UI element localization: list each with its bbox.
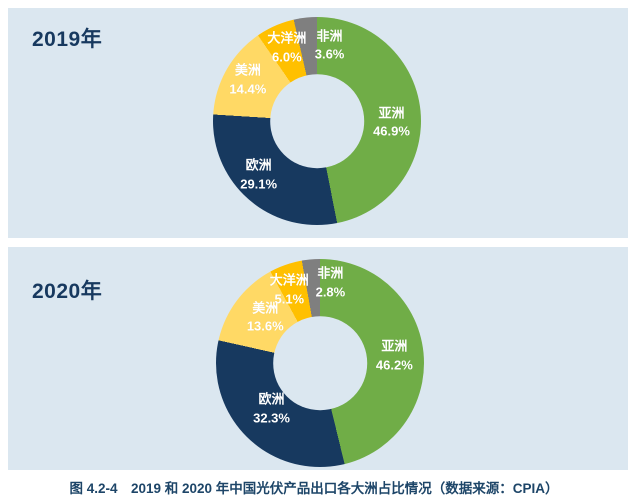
chart-title-2019: 2019年 bbox=[32, 28, 103, 51]
donut-hole-2019 bbox=[270, 74, 364, 168]
donut-hole-2020 bbox=[273, 316, 367, 410]
slice-label: 非洲 2.8% bbox=[316, 265, 346, 302]
slice-name: 欧洲 bbox=[245, 157, 272, 173]
slice-label: 美洲 14.4% bbox=[229, 62, 266, 99]
slice-name: 大洋洲 bbox=[267, 31, 307, 46]
slice-percent: 14.4% bbox=[229, 81, 267, 97]
slice-percent: 13.6% bbox=[246, 318, 284, 334]
figure-caption: 图 4.2-4 2019 和 2020 年中国光伏产品出口各大洲占比情况（数据来… bbox=[69, 481, 559, 496]
slice-name: 美洲 bbox=[252, 300, 279, 316]
chart-title-2020: 2020年 bbox=[32, 280, 103, 303]
slice-name: 美洲 bbox=[234, 62, 261, 78]
slice-name: 非洲 bbox=[316, 28, 343, 44]
slice-label: 欧洲 29.1% bbox=[240, 157, 277, 194]
slice-percent: 6.0% bbox=[272, 49, 302, 65]
slice-name: 亚洲 bbox=[381, 338, 408, 354]
slice-name: 大洋洲 bbox=[269, 272, 309, 288]
donut-chart-2020: 亚洲 46.2% 欧洲 32.3% 美洲 13.6% 大洋洲 5.1% 非洲 2.8% bbox=[216, 259, 424, 467]
slice-label: 大洋洲 5.1% bbox=[270, 272, 309, 309]
slice-label: 欧洲 32.3% bbox=[253, 391, 290, 428]
slice-name: 欧洲 bbox=[258, 391, 285, 407]
slice-percent: 46.9% bbox=[373, 123, 410, 139]
chart-panel-2019: 2019年 亚洲 46.9% 欧洲 29.1% 美洲 14.4% 大洋洲 6.0% 非洲 3.6% bbox=[8, 8, 628, 238]
chart-panel-2020: 2020年 亚洲 46.2% 欧洲 32.3% 美洲 13.6% 大洋洲 5.1% 非洲 2.8% bbox=[8, 247, 628, 470]
slice-percent: 3.6% bbox=[314, 46, 345, 62]
slice-percent: 5.1% bbox=[274, 291, 305, 307]
slice-label: 亚洲 46.2% bbox=[376, 338, 413, 375]
slice-percent: 29.1% bbox=[240, 176, 278, 192]
slice-label: 大洋洲 6.0% bbox=[267, 30, 306, 67]
donut-chart-2019: 亚洲 46.9% 欧洲 29.1% 美洲 14.4% 大洋洲 6.0% 非洲 3.6% bbox=[213, 17, 421, 225]
slice-label: 亚洲 46.9% bbox=[373, 104, 410, 141]
slice-percent: 46.2% bbox=[375, 357, 413, 373]
slice-label: 非洲 3.6% bbox=[315, 27, 345, 64]
slice-name: 非洲 bbox=[317, 265, 344, 281]
slice-label: 美洲 13.6% bbox=[247, 299, 284, 336]
slice-percent: 2.8% bbox=[315, 284, 346, 300]
slice-name: 亚洲 bbox=[378, 105, 405, 121]
slice-percent: 32.3% bbox=[253, 410, 290, 426]
